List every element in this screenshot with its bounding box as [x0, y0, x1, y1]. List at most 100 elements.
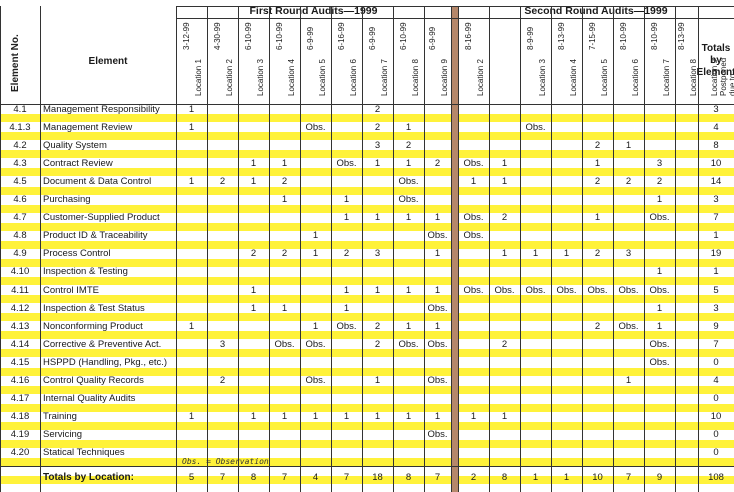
grid-line — [238, 6, 239, 492]
finding-cell — [551, 376, 582, 386]
row-band — [0, 150, 734, 159]
finding-cell — [238, 195, 269, 205]
grid-line — [424, 6, 425, 492]
element-name: HSPPD (Handling, Pkg., etc.) — [43, 356, 168, 368]
finding-cell: 1 — [656, 302, 663, 314]
grid-line — [489, 6, 490, 492]
finding-cell: 1 — [188, 103, 195, 115]
finding-cell — [207, 321, 238, 331]
finding-cell: 2 — [250, 248, 257, 260]
grid-line — [393, 6, 394, 492]
element-name: Management Responsibility — [43, 103, 160, 115]
finding-cell — [551, 122, 582, 132]
element-number: 4.1.3 — [9, 121, 31, 133]
finding-cell: 1 — [405, 284, 412, 296]
finding-cell — [362, 394, 393, 404]
finding-cell — [424, 195, 451, 205]
finding-cell — [675, 357, 698, 367]
finding-cell — [176, 158, 207, 168]
grid-line — [582, 6, 583, 492]
finding-cell — [238, 104, 269, 114]
header-totals: Totals by Element — [696, 43, 734, 78]
finding-cell: 1 — [374, 375, 381, 387]
finding-cell — [300, 158, 331, 168]
finding-cell — [362, 176, 393, 186]
finding-cell — [520, 394, 551, 404]
element-name: Process Control — [43, 248, 111, 260]
finding-cell — [300, 448, 331, 458]
finding-cell — [458, 376, 489, 386]
element-name: Customer-Supplied Product — [43, 212, 160, 224]
grid-line — [269, 6, 270, 492]
finding-cell — [582, 303, 613, 313]
finding-cell — [520, 448, 551, 458]
grid-line — [644, 6, 645, 492]
finding-cell — [269, 267, 300, 277]
element-number: 4.5 — [13, 175, 27, 187]
finding-cell — [424, 104, 451, 114]
finding-cell — [176, 140, 207, 150]
finding-cell — [207, 213, 238, 223]
finding-cell — [675, 249, 698, 259]
grid-line — [451, 6, 452, 492]
finding-cell: 2 — [594, 175, 601, 187]
row-band — [0, 313, 734, 322]
finding-cell: 1 — [656, 266, 663, 278]
finding-cell — [489, 195, 520, 205]
finding-cell — [520, 339, 551, 349]
element-name: Document & Data Control — [43, 175, 152, 187]
grid-line — [300, 6, 301, 492]
finding-cell — [331, 376, 362, 386]
finding-cell: Obs. — [618, 320, 639, 332]
element-total: 0 — [713, 429, 719, 441]
finding-cell — [582, 412, 613, 422]
finding-cell — [675, 448, 698, 458]
finding-cell — [207, 303, 238, 313]
finding-cell — [644, 448, 675, 458]
grid-line — [0, 466, 734, 467]
finding-cell: Obs. — [494, 284, 515, 296]
finding-cell — [393, 104, 424, 114]
element-total: 3 — [713, 194, 719, 206]
element-number: 4.7 — [13, 212, 27, 224]
location-total: 1 — [532, 471, 539, 483]
finding-cell: 1 — [374, 284, 381, 296]
finding-cell: 1 — [188, 175, 195, 187]
finding-cell — [520, 231, 551, 241]
finding-cell — [207, 285, 238, 295]
finding-cell — [300, 104, 331, 114]
finding-cell: 1 — [501, 157, 508, 169]
finding-cell — [520, 104, 551, 114]
finding-cell — [300, 176, 331, 186]
finding-cell — [582, 339, 613, 349]
finding-cell — [644, 140, 675, 150]
finding-cell — [393, 231, 424, 241]
grid-line — [551, 6, 552, 492]
finding-cell — [489, 376, 520, 386]
element-number: 4.10 — [10, 266, 30, 278]
grid-line — [520, 6, 521, 492]
finding-cell — [489, 394, 520, 404]
finding-cell: 1 — [188, 320, 195, 332]
finding-cell: 1 — [281, 194, 288, 206]
finding-cell: 1 — [501, 175, 508, 187]
location-total: 8 — [250, 471, 257, 483]
finding-cell — [331, 394, 362, 404]
finding-cell — [520, 376, 551, 386]
element-total: 3 — [713, 302, 719, 314]
finding-cell — [393, 394, 424, 404]
finding-cell — [520, 176, 551, 186]
finding-cell: 3 — [374, 139, 381, 151]
finding-cell — [269, 104, 300, 114]
finding-cell — [675, 285, 698, 295]
finding-cell — [207, 249, 238, 259]
finding-cell — [207, 195, 238, 205]
finding-cell — [207, 140, 238, 150]
finding-cell — [269, 213, 300, 223]
finding-cell — [489, 104, 520, 114]
finding-cell — [331, 104, 362, 114]
finding-cell — [613, 231, 644, 241]
finding-cell — [489, 448, 520, 458]
finding-cell: 1 — [250, 175, 257, 187]
finding-cell: Obs. — [427, 429, 448, 441]
